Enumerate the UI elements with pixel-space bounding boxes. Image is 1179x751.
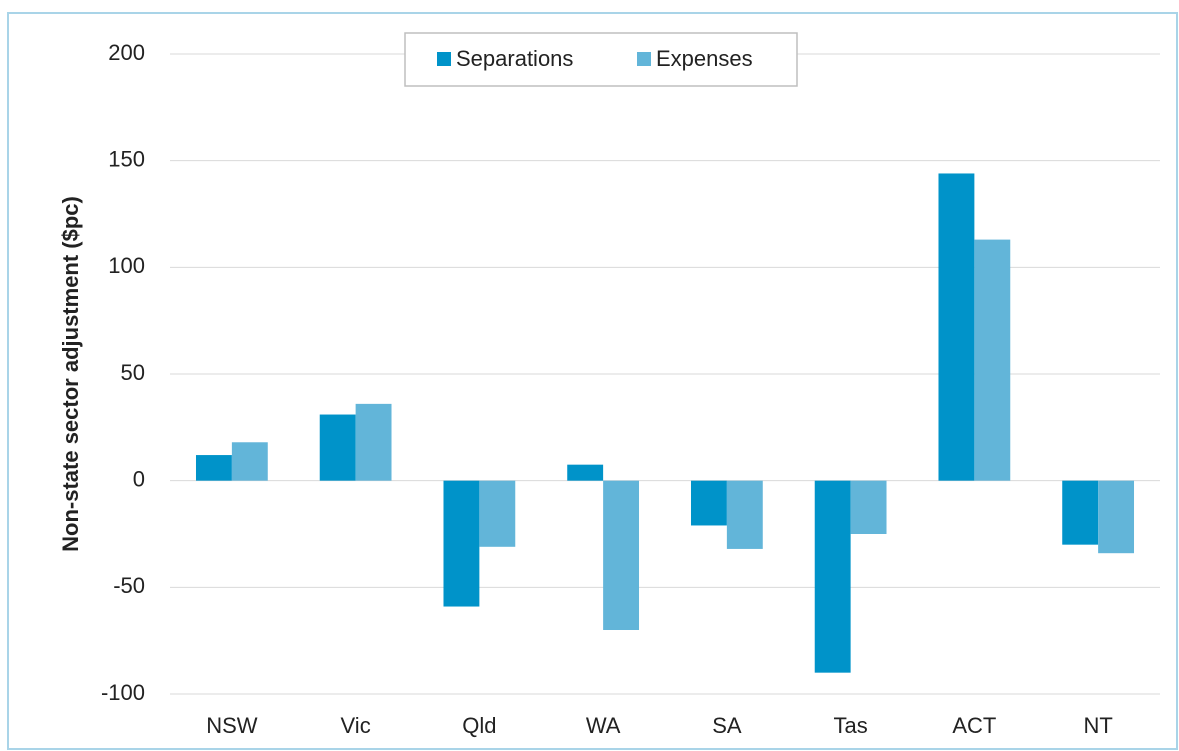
bar — [814, 480, 851, 673]
x-tick-label: NT — [1083, 713, 1112, 738]
bar — [850, 480, 887, 534]
legend-box — [404, 32, 798, 87]
bar — [1062, 480, 1099, 545]
y-tick-label: 50 — [121, 360, 145, 385]
bar — [443, 480, 480, 607]
y-tick-label: 150 — [108, 146, 145, 171]
bar — [355, 403, 392, 481]
bar — [690, 480, 727, 526]
bar — [195, 455, 232, 481]
bar — [231, 442, 268, 481]
x-tick-label: Qld — [462, 713, 496, 738]
legend-label: Separations — [456, 46, 573, 71]
x-tick-label: NSW — [206, 713, 258, 738]
frame — [7, 12, 1178, 750]
bar — [726, 480, 763, 549]
y-tick-label: 0 — [133, 466, 145, 491]
x-tick-label: SA — [712, 713, 742, 738]
bar — [567, 464, 604, 481]
y-tick-label: -50 — [113, 573, 145, 598]
x-tick-label: Tas — [834, 713, 868, 738]
y-tick-label: -100 — [101, 680, 145, 705]
x-tick-label: WA — [586, 713, 621, 738]
bar — [1098, 480, 1135, 554]
legend-label: Expenses — [656, 46, 753, 71]
y-tick-label: 200 — [108, 40, 145, 65]
x-tick-label: Vic — [341, 713, 371, 738]
legend-swatch — [437, 52, 451, 66]
bar — [974, 239, 1011, 481]
legend-swatch — [637, 52, 651, 66]
bar — [479, 480, 516, 547]
bar — [938, 173, 975, 481]
bar — [319, 414, 356, 481]
x-tick-label: ACT — [952, 713, 996, 738]
bar — [603, 480, 640, 630]
y-axis-label: Non-state sector adjustment ($pc) — [58, 196, 83, 552]
y-tick-label: 100 — [108, 253, 145, 278]
